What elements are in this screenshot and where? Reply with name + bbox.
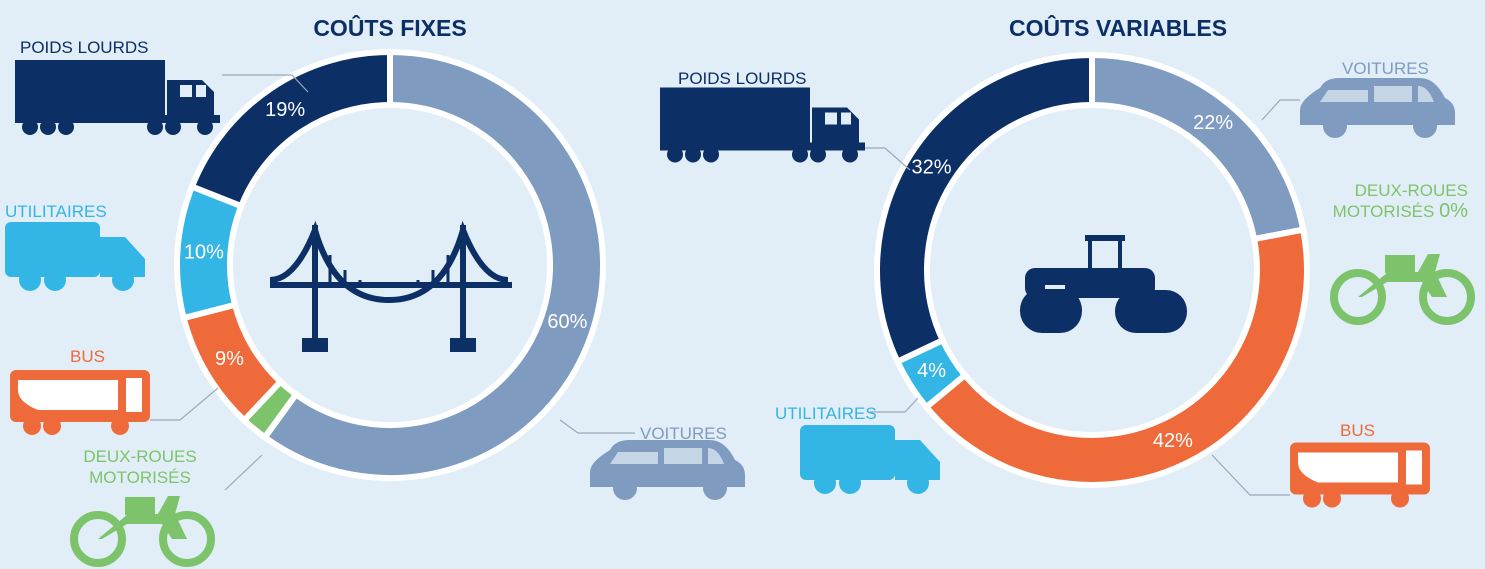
category-label: VOITURES (1342, 58, 1429, 79)
category-name: BUS (70, 347, 105, 366)
value-label: 60% (547, 311, 587, 333)
vehicle-icon (800, 425, 940, 494)
value-label: 9% (215, 348, 244, 370)
category-name: UTILITAIRES (775, 404, 877, 423)
vehicle-icon (1300, 78, 1455, 138)
value-label: 4% (917, 360, 946, 382)
value-label: 19% (265, 99, 305, 121)
value-label: 42% (1153, 430, 1193, 452)
category-label: VOITURES (640, 423, 727, 444)
category-label: POIDS LOURDS (678, 68, 806, 89)
leader-line (225, 455, 262, 490)
value-label: 22% (1193, 112, 1233, 134)
vehicle-icon (590, 440, 745, 500)
leader-line (870, 398, 918, 412)
chart-title: COÛTS VARIABLES (1009, 14, 1227, 41)
category-name: UTILITAIRES (5, 202, 107, 221)
vehicle-icon (5, 222, 145, 291)
chart-title: COÛTS FIXES (313, 14, 466, 41)
roller-icon (1020, 235, 1187, 333)
category-label: BUS (70, 346, 105, 367)
leader-line (1212, 455, 1290, 495)
category-name: VOITURES (1342, 59, 1429, 78)
infographic: COÛTS FIXES COÛTS VARIABLES 60% 9% 10% 19% 2… (0, 0, 1485, 569)
value-label: 32% (912, 156, 952, 178)
vehicle-icon (1290, 443, 1430, 508)
donut-segment (1092, 55, 1303, 239)
leader-line (560, 420, 635, 433)
bridge-base (302, 338, 328, 352)
category-label: UTILITAIRES (775, 403, 877, 424)
category-label: DEUX-ROUES MOTORISÉS 0% (1318, 180, 1468, 222)
bridge-base (450, 338, 476, 352)
category-label: BUS (1340, 420, 1375, 441)
category-label: DEUX-ROUES MOTORISÉS (75, 446, 205, 488)
bridge-icon (270, 225, 512, 345)
vehicle-icon (1334, 254, 1471, 321)
category-label: UTILITAIRES (5, 201, 107, 222)
vehicle-icon (660, 88, 865, 163)
leader-line (1262, 100, 1300, 120)
leader-line (150, 388, 218, 420)
category-name: DEUX-ROUES MOTORISÉS (83, 447, 196, 487)
category-name: POIDS LOURDS (678, 69, 806, 88)
value-label: 0% (1439, 200, 1468, 222)
vehicle-icon (15, 60, 220, 135)
category-name: POIDS LOURDS (20, 38, 148, 57)
category-label: POIDS LOURDS (20, 37, 148, 58)
value-label: 10% (184, 242, 224, 264)
category-name: VOITURES (640, 424, 727, 443)
vehicle-icon (10, 370, 150, 435)
vehicle-icon (74, 496, 211, 563)
category-name: BUS (1340, 421, 1375, 440)
